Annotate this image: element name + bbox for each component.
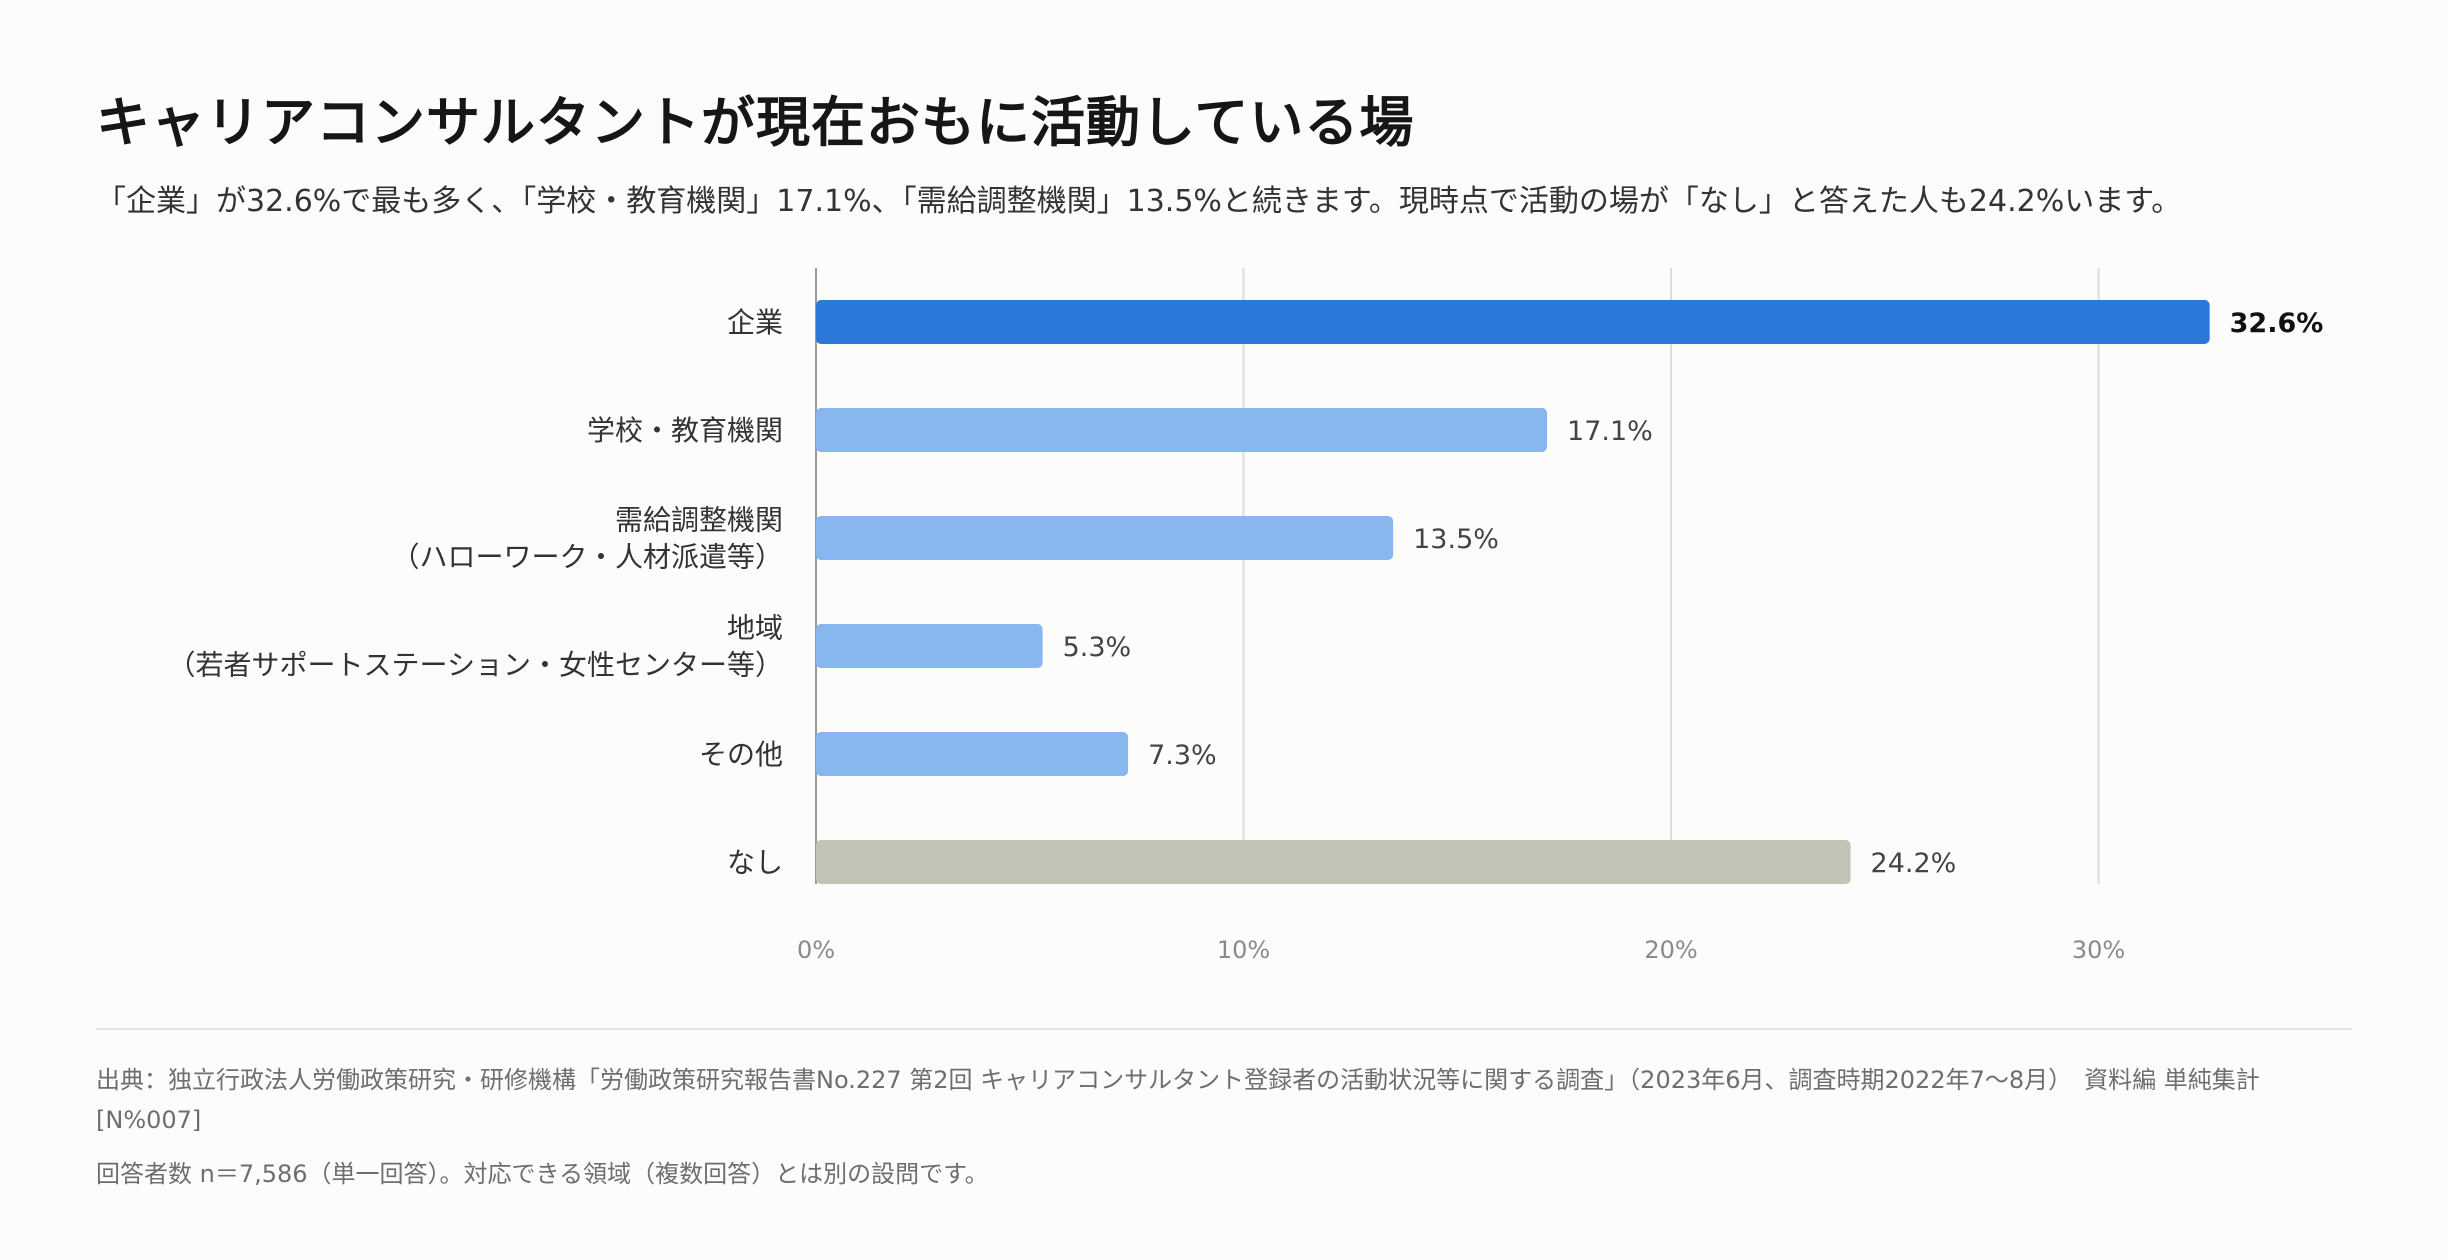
respondent-note: 回答者数 n＝7,586（単一回答）。対応できる領域（複数回答）とは別の設問です… (96, 1160, 989, 1188)
category-label: （若者サポートステーション・女性センター等） (168, 649, 783, 682)
category-label: その他 (699, 738, 783, 771)
category-label: （ハローワーク・人材派遣等） (392, 541, 783, 574)
bar (816, 840, 1851, 884)
x-tick-label: 30% (2072, 936, 2125, 964)
bar (816, 516, 1394, 560)
bar-value-label: 24.2% (1871, 848, 1957, 879)
chart-title: キャリアコンサルタントが現在おもに活動している場 (96, 91, 1415, 154)
footer-divider (96, 1028, 2352, 1030)
source-citation: 出典：独立行政法人労働政策研究・研修機構「労働政策研究報告書No.227 第2回… (96, 1066, 2260, 1134)
bar-value-label: 5.3% (1063, 632, 1132, 663)
bar-value-label: 13.5% (1413, 524, 1499, 555)
category-label: なし (727, 846, 783, 879)
bar-value-label: 32.6% (2230, 308, 2324, 339)
category-label: 学校・教育機関 (587, 414, 783, 447)
bar (816, 300, 2210, 344)
bar-value-label: 17.1% (1567, 416, 1653, 447)
bar-value-label: 7.3% (1148, 740, 1217, 771)
x-tick-label: 20% (1644, 936, 1697, 964)
bar (816, 408, 1548, 452)
bar-chart: 0% 10% 20% 30% 32.6% 企業 17.1% 学校・教育機関 13.5% 需給調整機… (168, 268, 2324, 964)
bar (816, 732, 1129, 776)
x-tick-label: 0% (797, 936, 835, 964)
bar (816, 624, 1043, 668)
category-label: 地域 (727, 612, 783, 645)
category-label: 企業 (727, 306, 783, 339)
chart-subtitle: 「企業」が32.6%で最も多く、「学校・教育機関」17.1%、「需給調整機関」1… (96, 184, 2182, 219)
category-label: 需給調整機関 (615, 504, 783, 537)
x-tick-label: 10% (1217, 936, 1270, 964)
